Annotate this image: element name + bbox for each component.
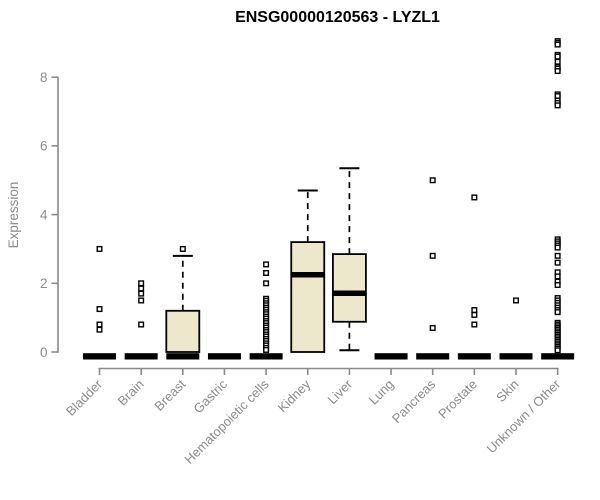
outlier-point [263, 346, 270, 353]
boxplot-group-liver [331, 167, 367, 352]
boxplot-group-unknown-other [541, 38, 575, 360]
y-tick-label: 6 [40, 139, 48, 154]
outlier-point [554, 102, 561, 109]
collapsed-box-bar [207, 353, 241, 360]
boxplot-group-skin [499, 297, 533, 360]
y-tick-label: 2 [40, 276, 48, 291]
boxplot-group-bladder [83, 245, 116, 360]
outlier-point [471, 321, 478, 328]
boxplot-group-breast [165, 245, 201, 360]
outlier-point [513, 297, 520, 304]
x-tick-label: Lung [366, 377, 397, 408]
x-tick-label: Gastric [190, 376, 230, 416]
boxplot-group-kidney [290, 189, 326, 353]
boxplot-group-brain [124, 280, 158, 360]
outlier-point [138, 290, 145, 297]
collapsed-box-bar [374, 353, 408, 360]
box [331, 253, 367, 323]
outlier-point [554, 273, 561, 280]
collapsed-box-bar [499, 353, 533, 360]
box [165, 309, 201, 353]
outlier-point [263, 261, 270, 268]
outlier-point [554, 259, 561, 266]
outlier-point [554, 309, 561, 316]
outlier-point [138, 321, 145, 328]
median-line [166, 353, 200, 360]
collapsed-box-bar [124, 353, 158, 360]
outlier-point [96, 306, 103, 313]
outlier-point [471, 311, 478, 318]
outlier-point [554, 53, 561, 60]
y-axis: 0 2 4 6 8 [40, 70, 59, 360]
x-tick-label: Prostate [435, 377, 480, 422]
chart-title: ENSG00000120563 - LYZL1 [235, 9, 440, 26]
x-tick-label: Breast [151, 376, 188, 413]
boxplot-group-gastric [207, 353, 241, 360]
boxplot-group-prostate [457, 194, 491, 360]
outlier-point [554, 41, 561, 48]
outlier-point [554, 252, 561, 259]
collapsed-box-bar [416, 353, 450, 360]
y-tick-label: 4 [40, 207, 48, 222]
outlier-point [96, 321, 103, 328]
outlier-point [429, 177, 436, 184]
y-tick-label: 0 [40, 345, 48, 360]
outlier-point [179, 245, 186, 252]
x-tick-label: Bladder [63, 376, 106, 419]
outlier-point [554, 58, 561, 65]
outlier-point [554, 347, 561, 354]
x-tick-label: Unknown / Other [484, 376, 564, 456]
collapsed-box-bar [541, 353, 575, 360]
outlier-point [96, 245, 103, 252]
boxplot-group-hematopoietic-cells [249, 261, 283, 360]
x-tick-label: Kidney [275, 376, 314, 415]
x-tick-label: Skin [493, 377, 521, 405]
x-tick-label: Pancreas [389, 376, 439, 426]
collapsed-box-bar [457, 353, 491, 360]
outlier-point [471, 307, 478, 314]
box [290, 241, 326, 353]
outlier-point [138, 297, 145, 304]
outlier-point [554, 68, 561, 75]
outlier-point [138, 280, 145, 287]
boxplot-group-lung [374, 353, 408, 360]
boxplot-group-pancreas [416, 177, 450, 360]
x-tick-label: Brain [115, 377, 147, 409]
outlier-point [429, 252, 436, 259]
x-tick-label: Liver [324, 376, 355, 407]
collapsed-box-bar [249, 353, 283, 360]
y-tick-label: 8 [40, 70, 48, 85]
outlier-point [429, 324, 436, 331]
outlier-point [138, 285, 145, 292]
outlier-point [471, 194, 478, 201]
outlier-point [554, 244, 561, 251]
collapsed-box-bar [83, 353, 116, 360]
y-axis-label: Expression [6, 181, 21, 249]
outlier-point [263, 280, 270, 287]
outlier-point [263, 269, 270, 276]
outlier-point [554, 282, 561, 289]
outlier-point [96, 326, 103, 333]
